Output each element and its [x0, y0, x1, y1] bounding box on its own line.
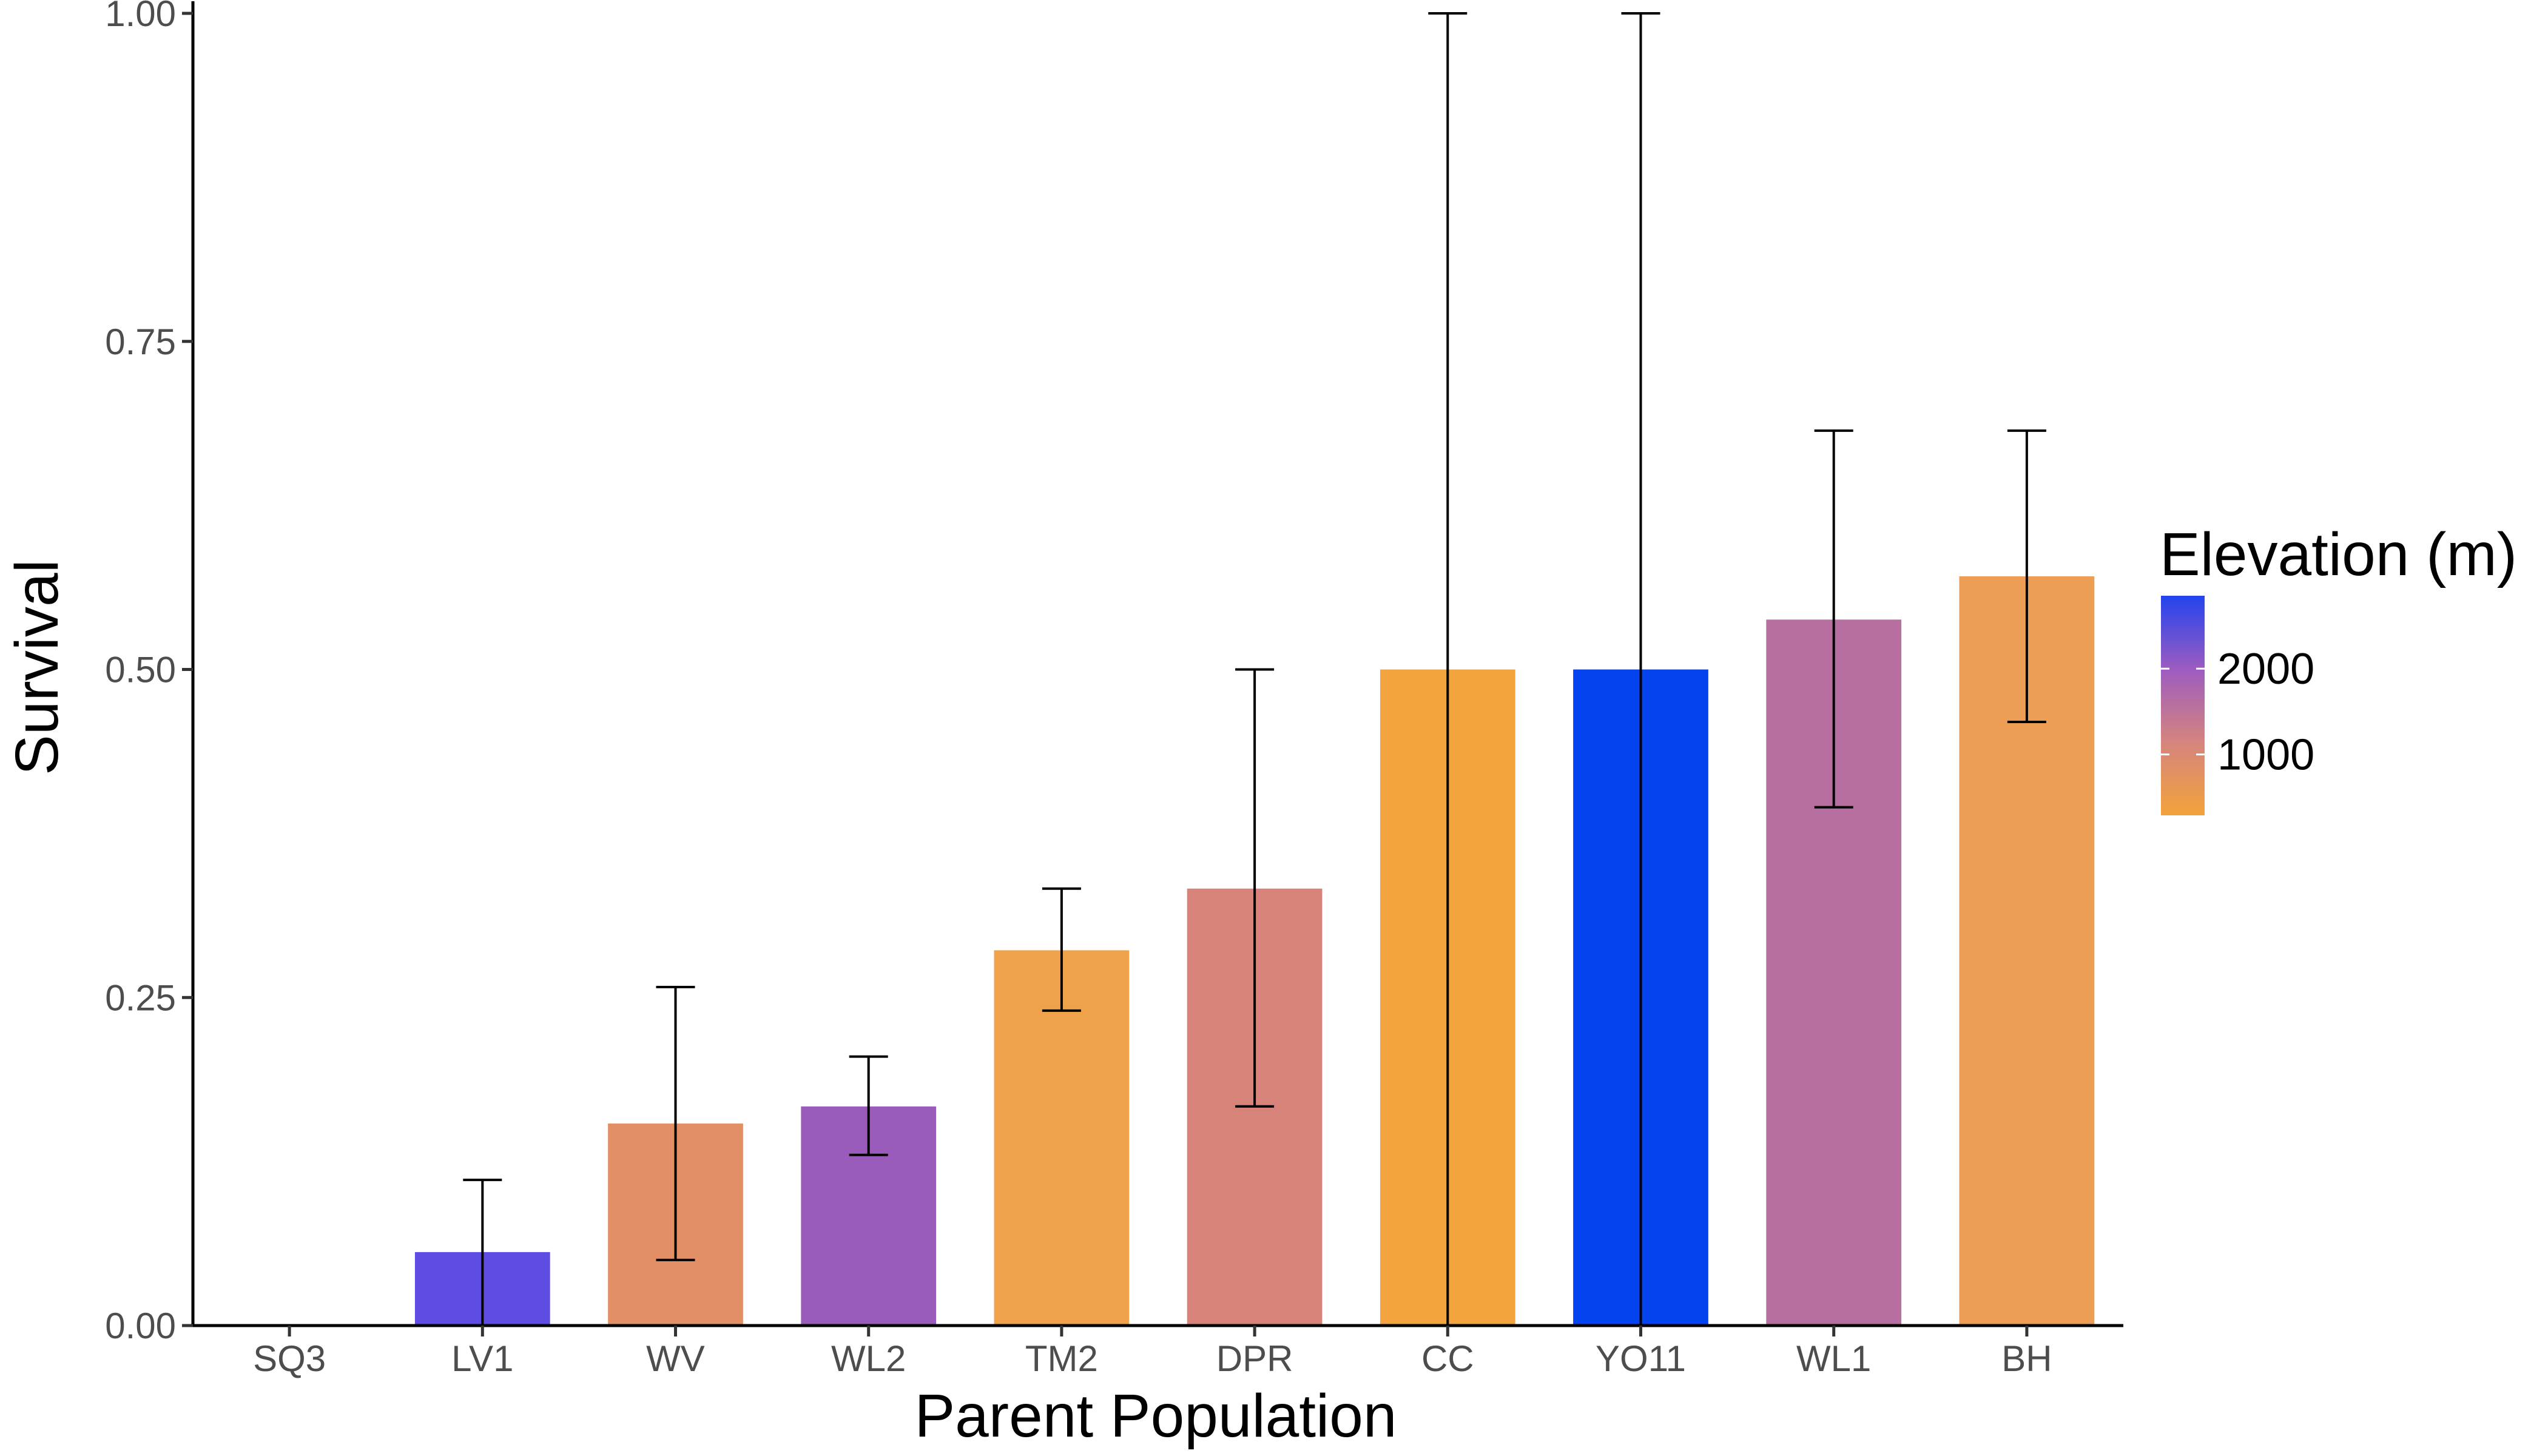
- error-bars-layer: [463, 12, 2046, 1327]
- elevation-legend: Elevation (m) 2000 1000: [2160, 521, 2517, 815]
- y-tick-label: 1.00: [105, 0, 176, 34]
- x-tick-label: WL1: [1796, 1338, 1871, 1379]
- legend-label: 1000: [2217, 731, 2314, 780]
- x-tick-label: SQ3: [253, 1338, 326, 1379]
- legend-ticks: 2000 1000: [2161, 645, 2314, 780]
- x-axis-title: Parent Population: [914, 1382, 1397, 1450]
- legend-title: Elevation (m): [2160, 521, 2517, 588]
- x-tick-label: YO11: [1596, 1338, 1686, 1379]
- y-axis-ticks: 0.00 0.25 0.50 0.75 1.00: [105, 0, 193, 1346]
- y-tick-label: 0.50: [105, 650, 176, 690]
- legend-label: 2000: [2217, 645, 2314, 693]
- error-bar-dpr: [1235, 668, 1275, 1108]
- x-tick-label: WV: [646, 1338, 705, 1379]
- x-tick-label: BH: [2001, 1338, 2052, 1379]
- legend-colorbar: [2161, 596, 2205, 815]
- y-axis-title: Survival: [3, 559, 71, 775]
- x-tick-label: WL2: [831, 1338, 906, 1379]
- x-tick-label: TM2: [1025, 1338, 1098, 1379]
- error-bar-wl2: [849, 1055, 888, 1156]
- y-tick-label: 0.75: [105, 322, 176, 362]
- y-tick-label: 0.25: [105, 977, 176, 1018]
- error-bar-wl1: [1814, 429, 1853, 809]
- x-tick-label: DPR: [1216, 1338, 1293, 1379]
- x-tick-label: LV1: [451, 1338, 513, 1379]
- error-bar-bh: [2007, 429, 2046, 724]
- error-bar-wv: [656, 985, 695, 1261]
- y-tick-label: 0.00: [105, 1306, 176, 1346]
- x-axis-ticks: SQ3 LV1 WV WL2 TM2 DPR CC YO11 WL1 BH: [253, 1326, 2052, 1379]
- x-tick-label: CC: [1421, 1338, 1474, 1379]
- error-bar-tm2: [1042, 887, 1081, 1012]
- bar-tm2: [994, 950, 1130, 1326]
